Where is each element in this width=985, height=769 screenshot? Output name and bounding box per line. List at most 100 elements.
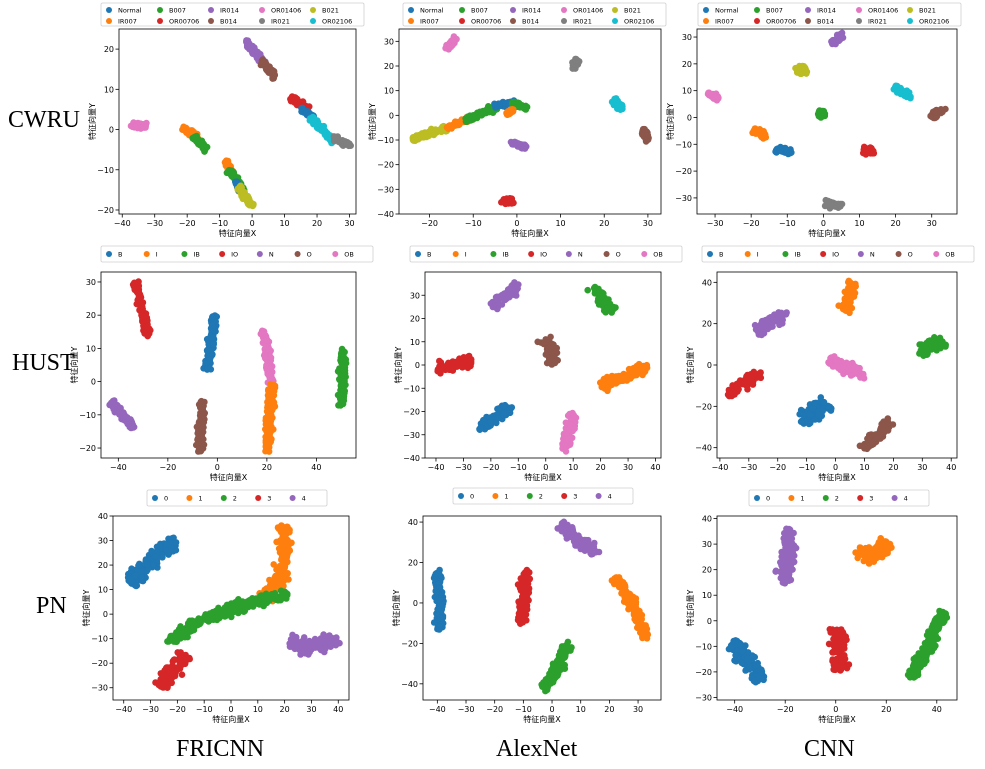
legend: NormalIR007B007OR00706IR014B014OR01406IR… bbox=[402, 2, 667, 27]
point-B bbox=[500, 403, 508, 411]
legend-marker-IO bbox=[219, 251, 226, 257]
point-OR01406 bbox=[714, 95, 721, 102]
point-B bbox=[487, 418, 494, 426]
x-tick-label: 0 bbox=[215, 463, 220, 472]
scatter-points bbox=[124, 522, 343, 691]
point-IB bbox=[342, 359, 350, 367]
point-2 bbox=[262, 590, 270, 598]
point-I bbox=[600, 380, 607, 388]
y-tick-label: 20 bbox=[410, 315, 420, 324]
point-2 bbox=[210, 616, 217, 623]
point-OB bbox=[563, 431, 570, 439]
y-axis-label: 特征向量Y bbox=[685, 346, 695, 383]
x-axis-label: 特征向量X bbox=[511, 228, 549, 238]
y-tick-label: −20 bbox=[695, 402, 712, 411]
x-tick-label: −20 bbox=[769, 463, 786, 472]
y-tick-label: 0 bbox=[103, 610, 108, 619]
point-2 bbox=[171, 635, 179, 642]
y-tick-label: −20 bbox=[675, 167, 692, 176]
point-I bbox=[266, 412, 274, 420]
y-tick-label: 30 bbox=[98, 537, 108, 546]
point-4 bbox=[291, 645, 299, 653]
point-IR021 bbox=[821, 202, 829, 210]
legend-marker-N bbox=[256, 251, 263, 257]
y-tick-label: 20 bbox=[104, 45, 114, 54]
x-tick-label: 10 bbox=[279, 219, 289, 228]
y-tick-label: −10 bbox=[403, 384, 420, 393]
y-tick-label: 10 bbox=[86, 344, 96, 353]
y-tick-label: 20 bbox=[702, 320, 712, 329]
panel-cwru-cnn: −30 −20 −10 0 10 20 30−30−20−100102030特征向量X特征向… bbox=[665, 2, 962, 238]
point-B bbox=[819, 407, 826, 415]
point-N bbox=[506, 289, 513, 296]
point-OB bbox=[567, 421, 574, 429]
point-IR014 bbox=[837, 32, 844, 40]
point-3 bbox=[159, 684, 167, 691]
legend-marker-IR007 bbox=[106, 18, 112, 24]
point-OR01406 bbox=[140, 124, 148, 131]
point-B bbox=[806, 419, 814, 427]
legend-label-OB: OB bbox=[945, 251, 955, 259]
legend-marker-B014 bbox=[510, 18, 516, 24]
point-B021 bbox=[801, 66, 808, 74]
point-Normal bbox=[232, 178, 239, 186]
y-tick-label: 10 bbox=[104, 85, 114, 94]
point-4 bbox=[320, 631, 327, 638]
point-OR01406 bbox=[446, 43, 454, 50]
x-tick-label: −20 bbox=[482, 463, 499, 472]
point-B bbox=[209, 321, 216, 329]
y-tick-label: 20 bbox=[384, 62, 394, 71]
x-tick-label: 10 bbox=[253, 705, 263, 714]
point-2 bbox=[253, 599, 261, 607]
point-B bbox=[820, 398, 828, 406]
point-B bbox=[494, 414, 502, 422]
x-tick-label: 10 bbox=[568, 463, 578, 472]
legend-marker-B021 bbox=[612, 7, 618, 13]
y-tick-label: −40 bbox=[403, 454, 420, 463]
point-I bbox=[629, 365, 636, 373]
point-2 bbox=[225, 604, 233, 612]
point-IR021 bbox=[569, 59, 576, 66]
legend-label-B014: B014 bbox=[220, 18, 237, 26]
legend-label-OR02106: OR02106 bbox=[624, 18, 654, 26]
legend-marker-B007 bbox=[754, 7, 760, 13]
legend-marker-OR02106 bbox=[310, 18, 316, 24]
point-2 bbox=[164, 638, 171, 645]
point-I bbox=[634, 367, 642, 374]
x-tick-label: −40 bbox=[115, 705, 132, 714]
point-2 bbox=[278, 595, 286, 602]
point-N bbox=[757, 328, 764, 335]
y-axis-label: 特征向量Y bbox=[393, 346, 403, 383]
y-tick-label: 30 bbox=[86, 278, 96, 287]
point-OR02106 bbox=[306, 117, 314, 124]
x-tick-label: 30 bbox=[623, 463, 633, 472]
point-O bbox=[198, 433, 206, 440]
point-2 bbox=[221, 609, 229, 617]
legend-marker-Normal bbox=[703, 7, 709, 13]
point-O bbox=[196, 423, 204, 430]
point-IB bbox=[936, 334, 944, 342]
point-4 bbox=[327, 643, 335, 650]
legend-marker-1 bbox=[186, 495, 193, 501]
point-2 bbox=[263, 599, 271, 607]
point-3 bbox=[516, 599, 524, 606]
y-tick-label: 0 bbox=[109, 126, 114, 135]
point-O bbox=[553, 349, 561, 357]
x-tick-label: −10 bbox=[798, 463, 815, 472]
point-3 bbox=[162, 668, 170, 675]
legend-label-IB: IB bbox=[193, 251, 199, 259]
x-tick-label: 0 bbox=[250, 219, 255, 228]
y-tick-label: −40 bbox=[695, 444, 712, 453]
point-OB bbox=[838, 366, 845, 373]
legend-marker-O bbox=[895, 251, 902, 257]
legend-label-IR021: IR021 bbox=[868, 18, 887, 26]
point-OB bbox=[262, 355, 269, 362]
legend-marker-IO bbox=[528, 251, 535, 257]
legend-label-B007: B007 bbox=[766, 7, 783, 15]
point-OR02106 bbox=[315, 122, 323, 129]
point-OB bbox=[826, 358, 833, 366]
legend-marker-N bbox=[857, 251, 864, 257]
legend-label-Normal: Normal bbox=[715, 7, 739, 15]
point-O bbox=[547, 333, 554, 341]
plot-frame bbox=[100, 271, 357, 459]
